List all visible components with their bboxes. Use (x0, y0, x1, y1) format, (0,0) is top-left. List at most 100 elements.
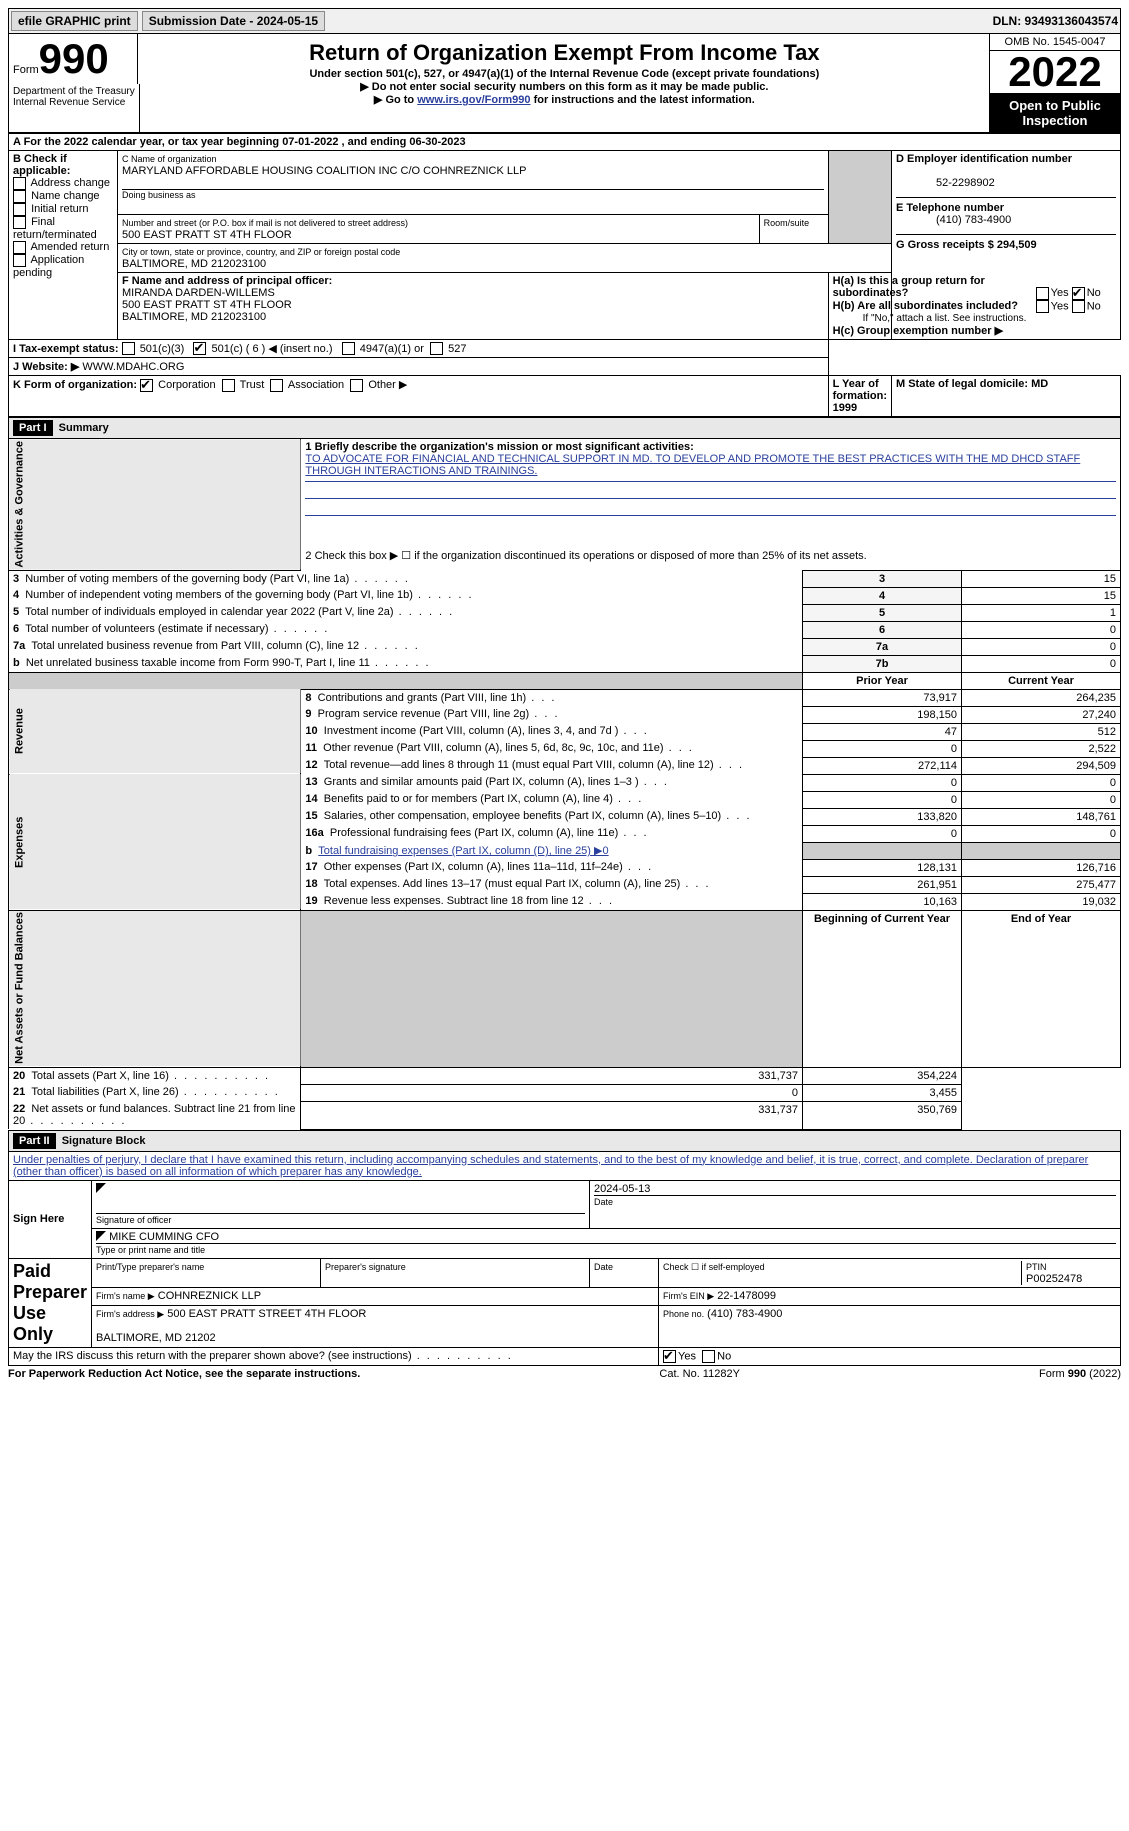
line-a: A For the 2022 calendar year, or tax yea… (9, 134, 1121, 151)
part1-title: Summary (59, 422, 109, 434)
b-label: B Check if applicable: (13, 153, 70, 177)
sig-date: 2024-05-13 (594, 1183, 650, 1195)
d-label: D Employer identification number (896, 153, 1072, 165)
firm-ein: 22-1478099 (717, 1290, 776, 1302)
part2-title: Signature Block (62, 1135, 146, 1147)
k-trust-checkbox[interactable] (222, 379, 235, 392)
website-value: WWW.MDAHC.ORG (82, 361, 184, 373)
e-label: E Telephone number (896, 202, 1004, 214)
i-501c-checkbox[interactable] (193, 342, 206, 355)
mission-text[interactable]: TO ADVOCATE FOR FINANCIAL AND TECHNICAL … (305, 453, 1080, 477)
box-h: H(a) Is this a group return for subordin… (828, 273, 1120, 340)
vt-activities: Activities & Governance (9, 439, 301, 571)
discuss-no-checkbox[interactable] (702, 1350, 715, 1363)
room-suite: Room/suite (759, 215, 828, 244)
box-m: M State of legal domicile: MD (892, 376, 1121, 417)
b-option-checkbox[interactable] (13, 203, 26, 216)
header-sub3: ▶ Go to www.irs.gov/Form990 for instruct… (148, 93, 981, 106)
ha-no-checkbox[interactable] (1072, 287, 1085, 300)
firm-name: COHNREZNICK LLP (158, 1290, 261, 1302)
footer-mid: Cat. No. 11282Y (659, 1368, 740, 1380)
k-assoc-checkbox[interactable] (270, 379, 283, 392)
b-option-checkbox[interactable] (13, 177, 26, 190)
signature-corner-icon (96, 1231, 106, 1241)
prep-name-label: Print/Type preparer's name (96, 1262, 204, 1272)
footer-left: For Paperwork Reduction Act Notice, see … (8, 1368, 360, 1380)
box-b: B Check if applicable: Address change Na… (9, 151, 118, 340)
hb-label: H(b) Are all subordinates included? (833, 300, 1033, 312)
i-4947-checkbox[interactable] (342, 342, 355, 355)
q2: 2 Check this box ▶ ☐ if the organization… (301, 547, 1121, 571)
hb-no-checkbox[interactable] (1072, 300, 1085, 313)
b-option-label: Address change (30, 177, 110, 189)
form-title: Return of Organization Exempt From Incom… (148, 40, 981, 66)
i-501c3-checkbox[interactable] (122, 342, 135, 355)
submission-date: Submission Date - 2024-05-15 (142, 11, 325, 31)
form-number-box: Form990 (9, 34, 138, 84)
box-addr: Number and street (or P.O. box if mail i… (118, 215, 760, 244)
b-option-label: Initial return (31, 203, 88, 215)
header-center: Return of Organization Exempt From Incom… (140, 34, 989, 132)
sig-officer-label: Signature of officer (96, 1215, 171, 1225)
k-corp-checkbox[interactable] (140, 379, 153, 392)
part2-table: Part II Signature Block Under penalties … (8, 1130, 1121, 1366)
vt-net: Net Assets or Fund Balances (9, 910, 301, 1067)
hb-note: If "No," attach a list. See instructions… (833, 313, 1116, 324)
b-option-checkbox[interactable] (13, 241, 26, 254)
box-city: City or town, state or province, country… (118, 244, 892, 273)
street-address: 500 EAST PRATT ST 4TH FLOOR (122, 229, 292, 241)
addr-label: Number and street (or P.O. box if mail i… (122, 218, 408, 228)
b-option-label: Name change (31, 190, 100, 202)
box-f: F Name and address of principal officer:… (118, 273, 829, 340)
box-k: K Form of organization: Corporation Trus… (9, 376, 829, 417)
b-option-checkbox[interactable] (13, 216, 26, 229)
header-right: OMB No. 1545-0047 2022 Open to Public In… (989, 34, 1120, 132)
form-word: Form (13, 64, 39, 76)
dba-label: Doing business as (122, 189, 824, 200)
ha-yes-checkbox[interactable] (1036, 287, 1049, 300)
prep-sig-label: Preparer's signature (325, 1262, 406, 1272)
box-j: J Website: ▶ WWW.MDAHC.ORG (9, 358, 829, 376)
firm-phone: (410) 783-4900 (707, 1308, 782, 1320)
form-header: Form990 Department of the Treasury Inter… (8, 34, 1121, 133)
box-c: C Name of organization MARYLAND AFFORDAB… (118, 151, 829, 215)
vt-expenses: Expenses (9, 774, 301, 910)
form-990: 990 (39, 35, 109, 82)
tax-year: 2022 (990, 51, 1120, 94)
hb-yes-checkbox[interactable] (1036, 300, 1049, 313)
c-label: C Name of organization (122, 154, 217, 164)
efile-button[interactable]: efile GRAPHIC print (11, 11, 138, 31)
signature-corner-icon (96, 1183, 106, 1193)
hc-label: H(c) Group exemption number ▶ (833, 325, 1003, 337)
i-527-checkbox[interactable] (430, 342, 443, 355)
irs-link[interactable]: www.irs.gov/Form990 (417, 94, 530, 106)
officer-info: MIRANDA DARDEN-WILLEMS 500 EAST PRATT ST… (122, 287, 292, 323)
j-label: J Website: ▶ (13, 361, 79, 373)
i-label: I Tax-exempt status: (13, 343, 119, 355)
discuss-yes-checkbox[interactable] (663, 1350, 676, 1363)
header-sub1: Under section 501(c), 527, or 4947(a)(1)… (148, 68, 981, 80)
city-label: City or town, state or province, country… (122, 247, 400, 257)
dln-label: DLN: 93493136043574 (993, 14, 1118, 28)
part2-header: Part II (13, 1133, 56, 1149)
identity-table: A For the 2022 calendar year, or tax yea… (8, 133, 1121, 417)
k-other-checkbox[interactable] (350, 379, 363, 392)
header-sub2: ▶ Do not enter social security numbers o… (148, 80, 981, 93)
city-value: BALTIMORE, MD 212023100 (122, 258, 266, 270)
open-inspection: Open to Public Inspection (990, 94, 1120, 132)
b-option-checkbox[interactable] (13, 254, 26, 267)
g-label: G Gross receipts $ 294,509 (896, 239, 1037, 251)
declaration[interactable]: Under penalties of perjury, I declare th… (9, 1151, 1121, 1180)
sign-here-label: Sign Here (9, 1180, 92, 1258)
box-l: L Year of formation: 1999 (828, 376, 891, 417)
part1-header: Part I (13, 420, 53, 436)
self-employed-label: Check ☐ if self-employed (663, 1262, 765, 1272)
vt-revenue: Revenue (9, 689, 301, 774)
org-name: MARYLAND AFFORDABLE HOUSING COALITION IN… (122, 165, 526, 177)
b-option-checkbox[interactable] (13, 190, 26, 203)
col-prior: Prior Year (803, 672, 962, 689)
paid-preparer-label: Paid Preparer Use Only (9, 1258, 92, 1347)
col-end: End of Year (962, 910, 1121, 1067)
k-label: K Form of organization: (13, 379, 137, 391)
f-label: F Name and address of principal officer: (122, 275, 332, 287)
